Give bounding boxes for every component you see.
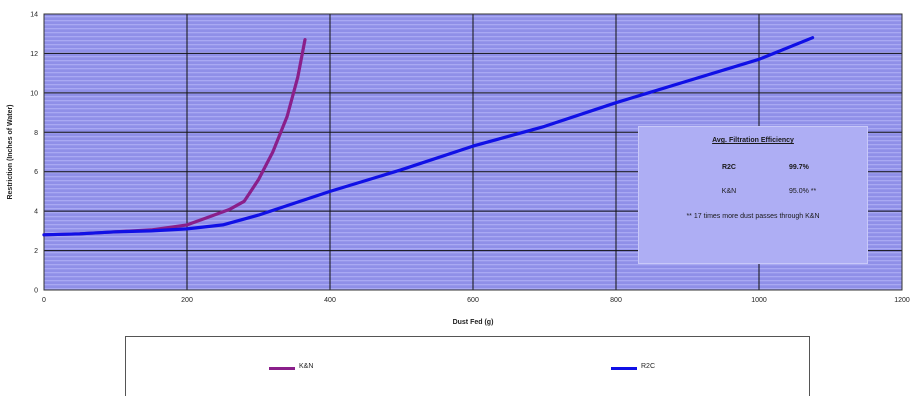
y-tick-label: 10: [30, 90, 38, 97]
y-tick-label: 8: [34, 130, 38, 137]
legend-label: R2C: [641, 363, 656, 370]
info-row-value: 95.0% **: [789, 188, 817, 195]
filtration-efficiency-box: Avg. Filtration Efficiency R2C 99.7% K&N…: [638, 126, 868, 264]
x-axis-label: Dust Fed (g): [453, 319, 494, 326]
info-box-title: Avg. Filtration Efficiency: [712, 137, 794, 144]
y-tick-label: 0: [34, 288, 38, 295]
legend-swatch-kn: [269, 367, 295, 370]
y-axis-label: Restriction (Inches of Water): [7, 104, 14, 199]
info-box-note: ** 17 times more dust passes through K&N: [686, 213, 820, 220]
x-tick-label: 1000: [751, 297, 767, 304]
x-tick-label: 1200: [894, 297, 910, 304]
y-tick-label: 4: [34, 209, 38, 216]
plot-border: [43, 13, 903, 291]
legend-label: K&N: [299, 363, 314, 370]
y-tick-label: 6: [34, 169, 38, 176]
info-row-label: R2C: [721, 164, 736, 171]
x-tick-label: 600: [467, 297, 479, 304]
x-tick-label: 200: [181, 297, 193, 304]
x-tick-label: 800: [610, 297, 622, 304]
info-row-label: K&N: [721, 188, 737, 195]
y-tick-label: 12: [30, 51, 38, 58]
series-line-r2c: [42, 36, 815, 237]
x-tick-label: 400: [324, 297, 336, 304]
y-tick-label: 14: [30, 12, 38, 19]
chart-legend: K&N R2C: [125, 336, 810, 396]
x-tick-label: 0: [42, 297, 46, 304]
y-tick-label: 2: [34, 248, 38, 255]
legend-swatch-r2c: [611, 367, 637, 370]
info-row-value: 99.7%: [789, 164, 809, 171]
